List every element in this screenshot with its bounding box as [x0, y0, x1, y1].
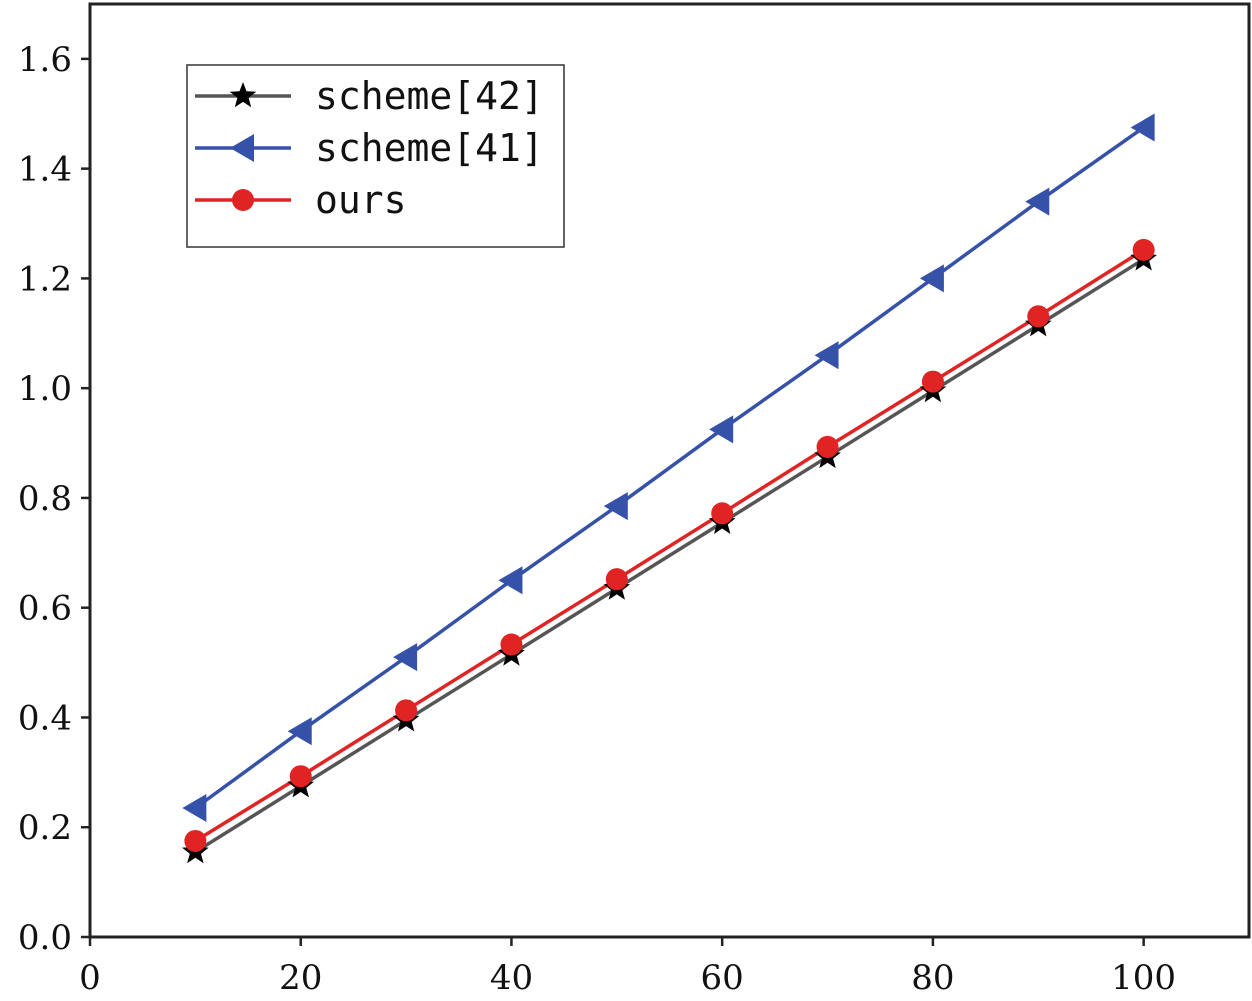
y-tick-label: 1.2 — [18, 259, 72, 299]
series-1-marker — [393, 643, 418, 672]
series-1-marker — [1130, 113, 1155, 142]
x-axis: 0 20 40 60 80 100 — [79, 937, 1176, 998]
series-2-marker — [605, 568, 628, 591]
x-tick-label: 80 — [911, 958, 954, 998]
series-1-marker — [603, 492, 628, 521]
series-1-marker — [1025, 187, 1050, 216]
x-tick-label: 40 — [490, 958, 533, 998]
x-tick-label: 100 — [1111, 958, 1176, 998]
y-axis: 0.0 0.2 0.4 0.6 0.8 1.0 1.2 1.4 1.6 — [18, 40, 90, 958]
plot-lines — [194, 126, 1145, 854]
y-tick-label: 0.8 — [18, 479, 72, 519]
y-tick-label: 1.6 — [18, 40, 72, 80]
series-2-marker — [816, 435, 839, 458]
series-2-marker — [921, 370, 944, 393]
legend-label-0: scheme[42] — [315, 74, 544, 118]
series-1-marker — [498, 566, 523, 595]
plot-markers — [182, 113, 1157, 864]
series-line-0 — [194, 257, 1145, 854]
y-tick-label: 0.6 — [18, 589, 72, 629]
y-tick-label: 1.4 — [18, 150, 72, 190]
legend-label-1: scheme[41] — [315, 126, 544, 170]
legend: scheme[42] scheme[41] ours — [186, 64, 565, 248]
series-1-marker — [814, 341, 839, 370]
series-1-marker — [287, 717, 312, 746]
series-2-marker — [289, 765, 312, 788]
x-tick-label: 20 — [279, 958, 322, 998]
series-2-marker — [1132, 238, 1155, 261]
legend-marker-1 — [230, 134, 254, 162]
series-line-1 — [194, 126, 1145, 810]
y-tick-label: 0.4 — [18, 698, 72, 738]
y-tick-label: 1.0 — [18, 369, 72, 409]
x-tick-label: 60 — [701, 958, 744, 998]
series-2-marker — [395, 699, 418, 722]
legend-marker-0 — [229, 82, 257, 108]
plot-frame — [88, 2, 1251, 939]
y-tick-label: 0.0 — [18, 918, 72, 958]
series-2-marker — [711, 502, 734, 525]
series-2-marker — [184, 829, 207, 852]
x-tick-label: 0 — [79, 958, 101, 998]
y-tick-label: 0.2 — [18, 808, 72, 848]
legend-marker-2 — [232, 189, 254, 211]
series-line-2 — [194, 248, 1145, 843]
series-2-marker — [500, 633, 523, 656]
series-1-marker — [182, 794, 207, 823]
series-2-marker — [1027, 305, 1050, 328]
series-1-marker — [919, 264, 944, 293]
legend-label-2: ours — [315, 178, 407, 222]
series-1-marker — [709, 415, 734, 444]
